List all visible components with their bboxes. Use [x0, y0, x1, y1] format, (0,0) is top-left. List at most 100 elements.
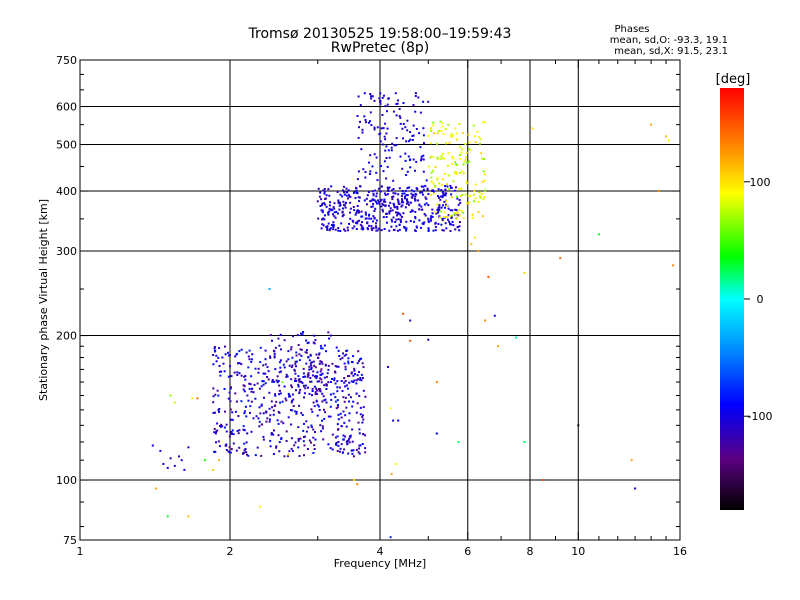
echo-point [425, 202, 428, 205]
echo-point [315, 377, 318, 380]
echo-point [261, 423, 264, 426]
echo-point [434, 225, 437, 228]
echo-point [306, 375, 309, 378]
echo-point [474, 197, 477, 200]
echo-point [240, 400, 243, 403]
echo-point [357, 451, 360, 454]
echo-point [445, 203, 447, 206]
echo-point [407, 201, 410, 204]
echo-point [353, 225, 356, 228]
echo-point [406, 170, 409, 173]
echo-point [300, 354, 303, 357]
echo-point [361, 221, 363, 224]
echo-point [355, 382, 358, 385]
echo-point [405, 220, 408, 223]
echo-point [272, 433, 275, 436]
echo-point [426, 188, 429, 191]
echo-point [247, 366, 250, 369]
echo-point [358, 432, 361, 435]
echo-point [344, 380, 347, 382]
echo-point [397, 212, 399, 215]
echo-point [415, 225, 418, 228]
echo-point [331, 433, 334, 436]
echo-point [317, 187, 320, 190]
echo-point [285, 440, 288, 442]
echo-point [351, 405, 354, 408]
echo-point [404, 126, 407, 129]
echo-point [236, 352, 239, 355]
echo-point [169, 394, 172, 397]
echo-point [297, 446, 300, 449]
echo-point [453, 189, 456, 192]
echo-point [312, 401, 315, 404]
echo-point [294, 372, 297, 375]
echo-point [459, 201, 462, 204]
echo-point [405, 140, 408, 143]
echo-point [346, 387, 349, 390]
echo-point [421, 222, 424, 225]
echo-point [287, 350, 290, 353]
echo-point [308, 368, 311, 371]
echo-point [331, 448, 334, 451]
echo-point [290, 378, 293, 381]
echo-point [238, 429, 241, 432]
echo-point [354, 197, 357, 199]
echo-point [275, 379, 278, 382]
echo-point [240, 363, 243, 366]
echo-point [336, 390, 339, 393]
echo-point [403, 192, 406, 195]
echo-point [233, 371, 236, 374]
echo-point [437, 129, 440, 132]
echo-point [372, 192, 375, 195]
echo-point [397, 218, 400, 221]
echo-point [444, 206, 446, 209]
echo-point [358, 447, 360, 450]
echo-point [406, 198, 409, 201]
echo-point [332, 206, 335, 209]
echo-point [272, 453, 275, 455]
echo-point [672, 264, 675, 267]
echo-point [310, 441, 312, 444]
echo-point [384, 149, 387, 152]
echo-point [290, 423, 293, 426]
echo-point [379, 100, 381, 103]
echo-point [366, 203, 368, 206]
echo-point [391, 142, 394, 145]
echo-point [665, 135, 667, 138]
echo-point [424, 214, 427, 217]
echo-point [345, 406, 348, 409]
echo-point [280, 420, 283, 423]
echo-point [415, 128, 418, 130]
echo-point [406, 194, 409, 197]
echo-point [322, 189, 325, 192]
echo-point [459, 153, 461, 156]
echo-point [360, 379, 363, 382]
echo-point [215, 354, 218, 357]
echo-point [332, 228, 335, 231]
echo-point [412, 190, 415, 193]
echo-point [443, 216, 446, 219]
echo-point [370, 227, 373, 230]
echo-point [387, 188, 390, 191]
echo-point [384, 204, 387, 207]
echo-point [250, 400, 253, 403]
echo-point [427, 134, 430, 137]
echo-point [250, 430, 253, 433]
echo-point [333, 215, 336, 218]
echo-point [267, 378, 270, 381]
echo-point [295, 389, 297, 392]
echo-point [315, 399, 318, 402]
echo-point [278, 389, 281, 392]
echo-point [360, 225, 363, 228]
echo-point [344, 414, 347, 417]
echo-point [300, 332, 302, 335]
echo-point [430, 171, 433, 174]
echo-point [264, 410, 267, 413]
echo-point [257, 417, 260, 420]
echo-point [323, 384, 326, 387]
echo-point [411, 139, 414, 141]
echo-point [225, 449, 228, 451]
echo-point [187, 446, 190, 449]
echo-point [467, 194, 470, 197]
echo-point [450, 193, 453, 196]
